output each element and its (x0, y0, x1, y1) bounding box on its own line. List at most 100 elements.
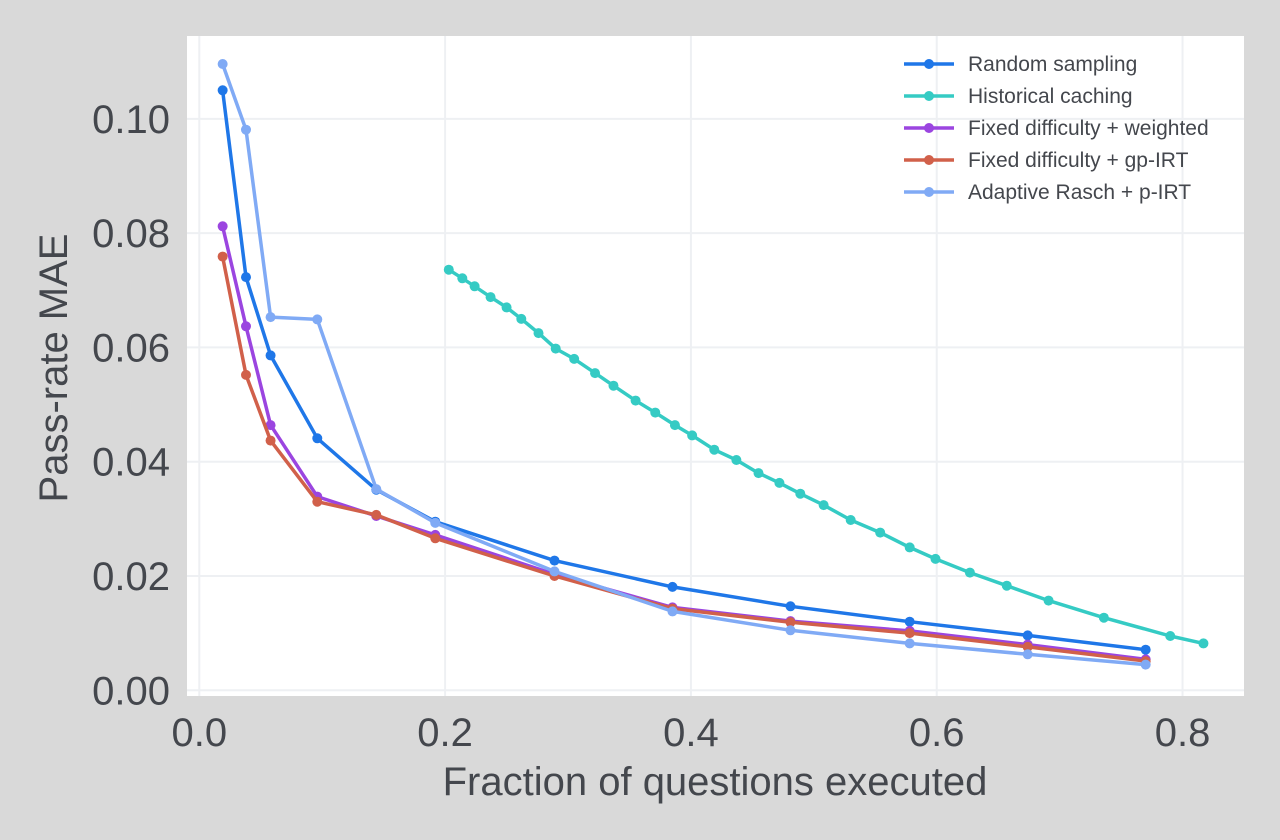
data-point-random-sampling (265, 350, 276, 361)
legend-marker (924, 155, 934, 165)
data-point-historical-caching (1043, 595, 1054, 606)
data-point-historical-caching (774, 477, 785, 488)
data-point-historical-caching (650, 407, 661, 418)
data-point-adaptive-rasch-p-irt (1022, 649, 1033, 660)
data-point-fixed-difficulty-gp-irt (312, 496, 323, 507)
data-point-historical-caching (1198, 638, 1209, 649)
series-line-adaptive-rasch-p-irt (220, 62, 1148, 667)
data-point-fixed-difficulty-gp-irt (430, 533, 441, 544)
y-tick-label: 0.04 (92, 441, 170, 485)
data-point-historical-caching (457, 273, 468, 284)
data-point-historical-caching (443, 264, 454, 275)
data-point-historical-caching (687, 430, 698, 441)
data-point-historical-caching (533, 328, 544, 339)
data-point-adaptive-rasch-p-irt (265, 312, 276, 323)
data-point-adaptive-rasch-p-irt (217, 59, 228, 69)
legend-item-adaptive-rasch-p-irt: Adaptive Rasch + p-IRT (904, 181, 1191, 204)
data-point-historical-caching (590, 368, 601, 379)
data-point-adaptive-rasch-p-irt (1140, 659, 1151, 670)
data-point-random-sampling (904, 616, 915, 627)
series-line-fixed-difficulty-gp-irt (220, 254, 1148, 663)
x-tick-label: 0.0 (171, 711, 227, 755)
legend-marker (924, 59, 934, 69)
x-tick-label: 0.4 (663, 711, 719, 755)
data-point-adaptive-rasch-p-irt (312, 314, 323, 325)
data-point-random-sampling (549, 555, 560, 566)
legend-item-fixed-difficulty-weighted: Fixed difficulty + weighted (904, 117, 1209, 140)
data-point-random-sampling (240, 272, 251, 283)
data-point-adaptive-rasch-p-irt (667, 606, 678, 617)
legend-item-random-sampling: Random sampling (904, 53, 1137, 76)
series-layer (217, 59, 1209, 670)
data-point-adaptive-rasch-p-irt (430, 517, 441, 528)
data-point-fixed-difficulty-weighted (265, 420, 276, 431)
y-tick-label: 0.08 (92, 212, 170, 256)
series-historical-caching (443, 264, 1209, 649)
data-point-historical-caching (930, 553, 941, 564)
y-tick-label: 0.06 (92, 326, 170, 370)
data-point-historical-caching (964, 567, 975, 578)
x-tick-label: 0.2 (417, 711, 473, 755)
data-point-historical-caching (709, 444, 720, 455)
data-point-random-sampling (785, 601, 796, 612)
data-point-random-sampling (667, 581, 678, 592)
legend-marker (924, 187, 934, 197)
data-point-adaptive-rasch-p-irt (904, 638, 915, 649)
data-point-random-sampling (312, 433, 323, 444)
x-axis-label: Fraction of questions executed (443, 760, 988, 804)
data-point-historical-caching (630, 395, 641, 406)
y-tick-label: 0.00 (92, 669, 170, 713)
legend-label: Fixed difficulty + weighted (968, 117, 1209, 140)
plot-area (187, 36, 1244, 696)
data-point-historical-caching (1098, 612, 1109, 623)
data-point-historical-caching (795, 488, 806, 499)
data-point-historical-caching (516, 313, 527, 324)
data-point-adaptive-rasch-p-irt (240, 124, 251, 135)
legend-item-historical-caching: Historical caching (904, 85, 1133, 108)
legend: Random sampling Historical caching Fixed d… (904, 53, 1209, 204)
data-point-random-sampling (1140, 644, 1151, 655)
series-adaptive-rasch-p-irt (217, 59, 1151, 670)
data-point-fixed-difficulty-gp-irt (371, 509, 382, 520)
data-point-historical-caching (753, 468, 764, 479)
legend-label: Fixed difficulty + gp-IRT (968, 149, 1189, 172)
x-tick-label: 0.8 (1155, 711, 1211, 755)
data-point-fixed-difficulty-gp-irt (904, 628, 915, 639)
legend-label: Random sampling (968, 53, 1137, 76)
data-point-historical-caching (501, 302, 512, 313)
data-point-fixed-difficulty-weighted (240, 321, 251, 332)
x-tick-label: 0.6 (909, 711, 965, 755)
data-point-adaptive-rasch-p-irt (371, 484, 382, 495)
data-point-historical-caching (550, 343, 561, 354)
y-tick-label: 0.02 (92, 555, 170, 599)
data-point-historical-caching (1001, 580, 1012, 591)
data-point-fixed-difficulty-gp-irt (265, 435, 276, 446)
data-point-historical-caching (1165, 631, 1176, 641)
legend-item-fixed-difficulty-gp-irt: Fixed difficulty + gp-IRT (904, 149, 1189, 172)
data-point-historical-caching (875, 527, 886, 538)
data-point-fixed-difficulty-gp-irt (217, 251, 228, 262)
data-point-random-sampling (217, 85, 228, 96)
data-point-historical-caching (818, 500, 829, 511)
data-point-historical-caching (669, 420, 680, 431)
data-point-random-sampling (1022, 630, 1033, 641)
legend-label: Adaptive Rasch + p-IRT (968, 181, 1191, 204)
tick-labels: 0.0 0.2 0.4 0.6 0.8 0.00 0.02 0.04 0.06 0.08 0.10 (92, 98, 1210, 755)
series-line-random-sampling (220, 88, 1148, 652)
data-point-fixed-difficulty-gp-irt (240, 369, 251, 380)
data-point-historical-caching (845, 515, 856, 525)
legend-marker (924, 123, 934, 133)
series-line-fixed-difficulty-weighted (220, 224, 1148, 662)
data-point-historical-caching (731, 455, 742, 465)
data-point-fixed-difficulty-weighted (217, 221, 228, 232)
data-point-historical-caching (569, 353, 580, 364)
data-point-fixed-difficulty-gp-irt (1022, 641, 1033, 652)
data-point-historical-caching (469, 281, 480, 292)
data-point-fixed-difficulty-gp-irt (785, 617, 796, 628)
data-point-historical-caching (485, 292, 496, 303)
legend-marker (924, 91, 934, 101)
y-axis-label: Pass-rate MAE (32, 234, 76, 503)
y-tick-label: 0.10 (92, 98, 170, 142)
data-point-historical-caching (904, 542, 915, 553)
